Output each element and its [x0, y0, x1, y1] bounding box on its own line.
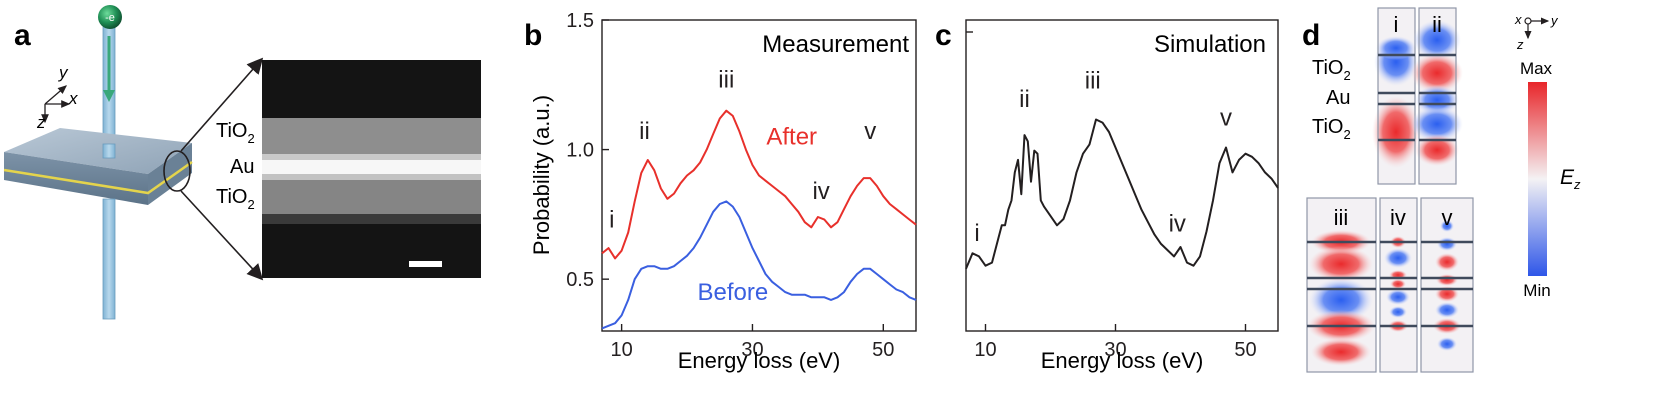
axis-y-label: y	[58, 63, 69, 82]
mode-label-v: v	[1442, 205, 1453, 230]
electron-icon	[98, 5, 122, 29]
peak-label: v	[1220, 105, 1232, 132]
d-layer-top: TiO2	[1312, 57, 1351, 83]
stem-image	[262, 60, 481, 278]
mode-label-ii: ii	[1432, 12, 1442, 37]
peak-label: v	[864, 118, 876, 145]
x-tick-label: 10	[974, 339, 996, 361]
gold-layer-line	[3, 160, 193, 195]
peak-label: iv	[812, 178, 829, 205]
panel-d: d x y z TiO2 Au TiO2 i	[1302, 7, 1581, 373]
mode-map-v: v	[1420, 197, 1474, 373]
axes-icon-d	[1524, 17, 1550, 40]
axis-x-label: x	[68, 89, 78, 108]
mode-label-iii: iii	[1334, 205, 1349, 230]
series-line-simulation	[965, 118, 1279, 270]
sample-slab-front	[4, 152, 148, 205]
peak-label: i	[974, 220, 979, 247]
electron-beam-mid	[102, 143, 116, 159]
colorbar	[1528, 82, 1547, 276]
layer-label-bottom: TiO2	[216, 186, 255, 212]
electron-label: -e	[105, 12, 115, 24]
chart-b-ylabel: Probability (a.u.)	[529, 95, 554, 255]
peak-label: ii	[1019, 86, 1030, 113]
series-line-after	[601, 109, 917, 260]
x-tick-label: 50	[872, 339, 894, 361]
panel-b-letter: b	[524, 19, 542, 52]
peak-label: iii	[718, 66, 734, 93]
d-axis-x: x	[1514, 12, 1522, 27]
series-label-after: After	[766, 123, 817, 150]
zoom-region-circle	[163, 150, 191, 192]
panel-c-letter: c	[935, 19, 952, 52]
y-tick-label: 1.5	[566, 10, 594, 32]
y-tick-label: 0.5	[566, 269, 594, 291]
mode-label-i: i	[1394, 12, 1399, 37]
series-line-before	[601, 200, 917, 330]
x-tick-label: 30	[741, 339, 763, 361]
mode-map-iii: iii	[1306, 197, 1377, 373]
chart-c-frame	[965, 19, 1279, 332]
peak-label: iii	[1085, 67, 1101, 94]
sample-slab-top	[4, 128, 192, 174]
panel-a-letter: a	[14, 19, 31, 52]
x-tick-label: 50	[1234, 339, 1256, 361]
chart-c-xlabel: Energy loss (eV)	[1041, 348, 1204, 373]
peak-label: ii	[639, 118, 650, 145]
d-axis-y: y	[1550, 13, 1559, 28]
series-label-before: Before	[697, 279, 768, 306]
zoom-line-top	[180, 57, 264, 152]
axes-icon	[41, 85, 71, 124]
panel-d-letter: d	[1302, 19, 1320, 52]
chart-b-title: Measurement	[762, 31, 909, 58]
axis-z-label: z	[36, 113, 46, 132]
mode-label-iv: iv	[1390, 205, 1406, 230]
d-layer-middle: Au	[1326, 87, 1350, 109]
chart-b-xlabel: Energy loss (eV)	[678, 348, 841, 373]
sample-slab-side	[148, 143, 192, 205]
peak-label: iv	[1169, 210, 1186, 237]
mode-map-ii: ii	[1411, 7, 1463, 185]
x-tick-label: 10	[611, 339, 633, 361]
mode-map-i: i	[1372, 7, 1420, 185]
x-tick-label: 30	[1104, 339, 1126, 361]
scale-bar	[409, 261, 442, 267]
peak-label: i	[609, 206, 614, 233]
colorbar-min-label: Min	[1523, 281, 1550, 300]
beam-arrow-head	[103, 90, 115, 102]
chart-b-frame	[601, 19, 917, 332]
mode-map-iv: iv	[1379, 197, 1418, 373]
d-axis-z: z	[1516, 37, 1524, 52]
panel-a: a -e y x z	[3, 5, 481, 320]
layer-label-middle: Au	[230, 156, 254, 178]
y-tick-label: 1.0	[566, 140, 594, 162]
chart-c-title: Simulation	[1154, 31, 1266, 58]
colorbar-max-label: Max	[1520, 59, 1553, 78]
colorbar-quantity-label: Ez	[1560, 166, 1581, 192]
layer-label-top: TiO2	[216, 120, 255, 146]
d-layer-bottom: TiO2	[1312, 116, 1351, 142]
electron-beam-lower	[102, 198, 116, 320]
zoom-line-bottom	[180, 190, 264, 281]
